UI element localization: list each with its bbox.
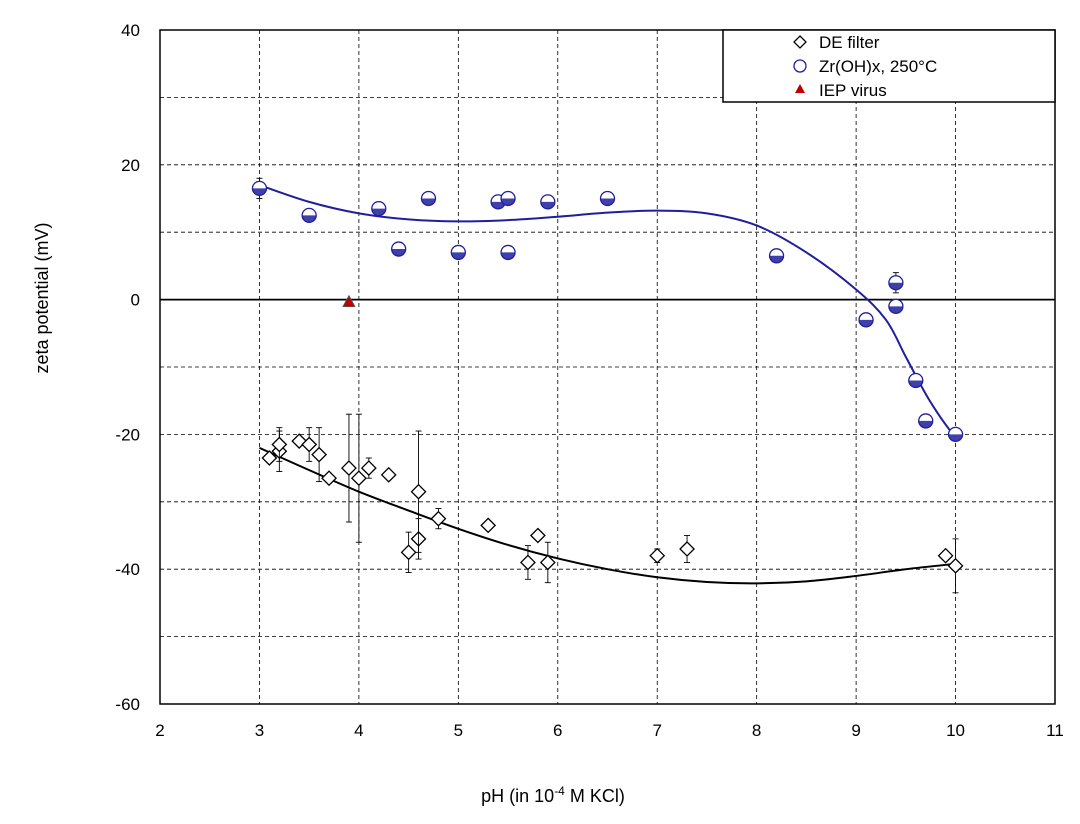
point-de-filter (520, 554, 536, 571)
x-tick-label: 8 (752, 721, 761, 740)
point-de-filter (410, 483, 427, 500)
point-de-filter (679, 541, 695, 557)
y-tick-label: -40 (115, 560, 140, 579)
point-de-filter (430, 510, 447, 527)
point-zr-oh-shade (908, 380, 923, 388)
point-de-filter (271, 436, 288, 453)
x-axis-title: pH (in 10-4 M KCl) (481, 784, 625, 806)
x-tick-label: 5 (454, 721, 463, 740)
point-zr-oh-shade (918, 420, 933, 428)
x-tick-labels: 2 3 4 5 6 7 8 9 10 11 (155, 721, 1064, 740)
point-de-filter (539, 554, 556, 571)
point-zr-oh-shade (391, 249, 406, 257)
point-de-filter (480, 517, 497, 534)
point-zr-oh-shade (501, 252, 516, 260)
point-zr-oh-shade (491, 201, 506, 209)
point-de-filter (649, 547, 666, 564)
x-tick-label: 2 (155, 721, 164, 740)
x-axis-title-sup: -4 (554, 784, 565, 798)
point-de-filter (400, 544, 417, 561)
point-de-filter (350, 470, 367, 487)
point-zr-oh-shade (540, 201, 555, 209)
point-zr-oh-shade (421, 198, 436, 206)
x-tick-label: 7 (652, 721, 661, 740)
point-de-filter (937, 547, 954, 564)
y-tick-labels: -60 -40 -20 0 20 40 (115, 21, 140, 714)
legend-diamond-icon (793, 35, 807, 49)
point-zr-oh-shade (501, 198, 516, 206)
x-tick-label: 3 (255, 721, 264, 740)
legend-circle-icon (793, 59, 807, 73)
legend-box (722, 29, 1056, 103)
x-tick-label: 9 (851, 721, 860, 740)
x-tick-label: 11 (1046, 721, 1064, 740)
plot-area-border (159, 29, 1056, 705)
trendline-series-0 (259, 446, 956, 585)
legend-triangle-icon (795, 84, 805, 93)
point-de-filter (529, 527, 546, 544)
legend-label-zroh: Zr(OH)x, 250°C (819, 57, 937, 76)
trendlines (259, 184, 957, 585)
y-tick-label: -20 (115, 425, 140, 444)
point-de-filter (341, 460, 357, 477)
point-de-filter (947, 557, 964, 574)
x-tick-label: 4 (354, 721, 363, 740)
point-de-filter (261, 450, 278, 466)
x-tick-label: 6 (553, 721, 562, 740)
point-zr-oh-shade (451, 252, 466, 260)
y-tick-label: 20 (121, 156, 140, 175)
point-de-filter (380, 466, 397, 483)
point-zr-oh-shade (888, 282, 903, 290)
y-axis-title: zeta potential (mV) (32, 222, 52, 373)
point-zr-oh-shade (302, 215, 317, 223)
plot-frame (159, 29, 1056, 705)
y-tick-label: 0 (131, 291, 140, 310)
trendline-series-1 (259, 184, 957, 439)
x-tick-label: 10 (946, 721, 965, 740)
point-iep-virus (342, 294, 356, 308)
legend: DE filter Zr(OH)x, 250°C IEP virus (722, 29, 1056, 103)
point-zr-oh-shade (600, 198, 615, 206)
point-zr-oh-shade (859, 319, 874, 327)
point-de-filter (321, 470, 337, 487)
point-de-filter (301, 436, 318, 453)
legend-label-iep-virus: IEP virus (819, 81, 887, 100)
point-de-filter (311, 446, 328, 463)
legend-label-de-filter: DE filter (819, 33, 880, 52)
point-de-filter (360, 460, 377, 477)
x-axis-title-main: pH (in 10 (481, 786, 554, 806)
y-tick-label: -60 (115, 695, 140, 714)
point-zr-oh-shade (252, 188, 267, 196)
point-zr-oh-shade (371, 208, 386, 216)
point-zr-oh-shade (769, 255, 784, 263)
data-points (251, 177, 964, 594)
grid-lines (160, 30, 1055, 704)
y-tick-label: 40 (121, 21, 140, 40)
point-zr-oh-shade (888, 306, 903, 314)
point-zr-oh-shade (948, 434, 963, 442)
x-axis-title-rest: M KCl) (565, 786, 625, 806)
